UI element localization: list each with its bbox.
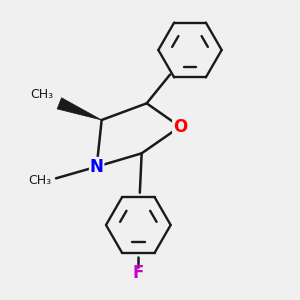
Text: O: O	[173, 118, 187, 136]
Text: F: F	[133, 264, 144, 282]
Text: CH₃: CH₃	[30, 88, 53, 101]
Text: CH₃: CH₃	[28, 173, 51, 187]
Text: N: N	[90, 158, 104, 176]
Polygon shape	[57, 98, 102, 120]
